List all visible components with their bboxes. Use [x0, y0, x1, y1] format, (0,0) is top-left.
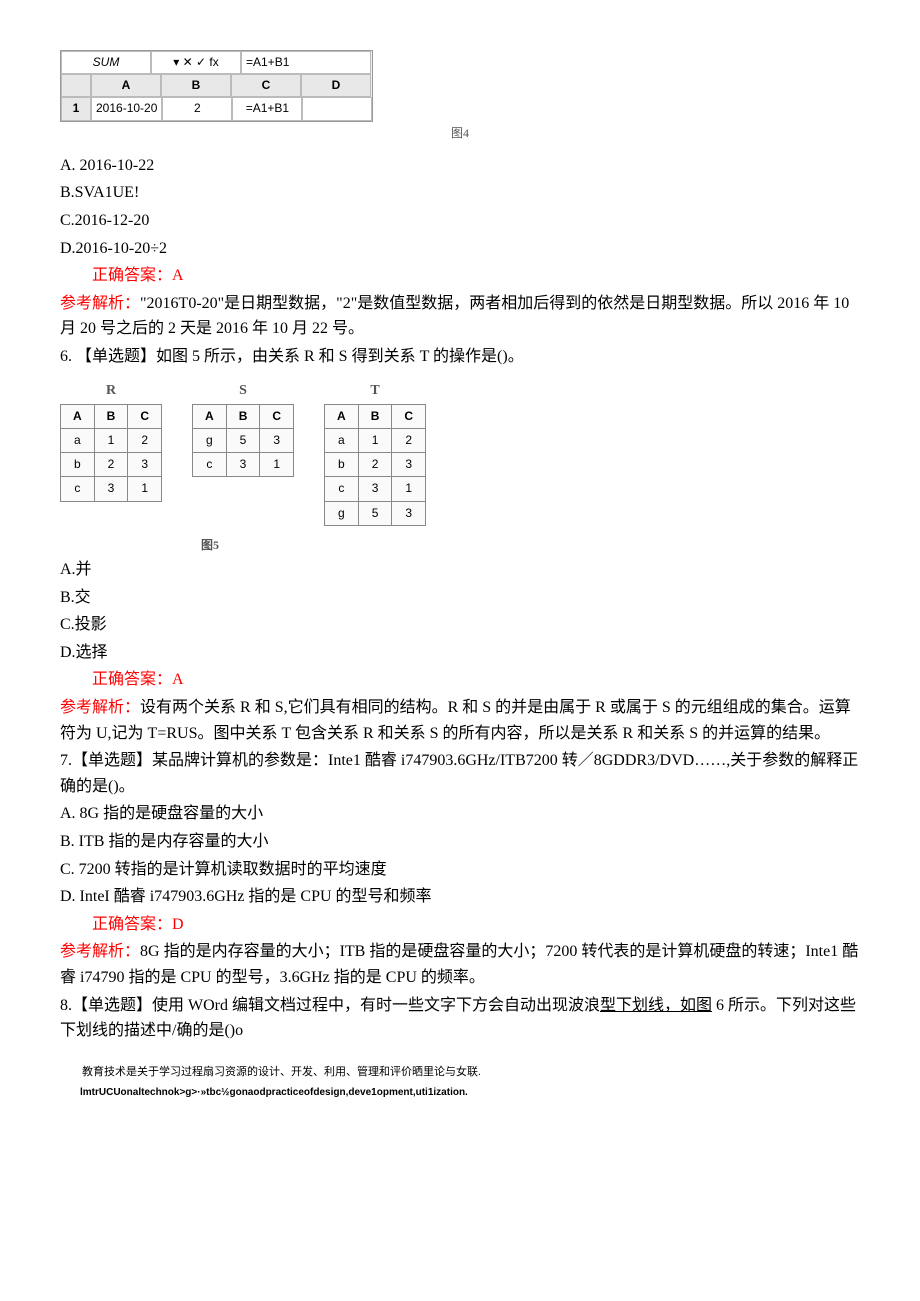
q6-answer: 正确答案：A — [60, 667, 860, 693]
q7-optB: B. ITB 指的是内存容量的大小 — [60, 829, 860, 855]
corner-cell — [61, 74, 91, 97]
q6-analysis-text: 设有两个关系 R 和 S,它们具有相同的结构。R 和 S 的并是由属于 R 或属… — [60, 699, 851, 742]
q5-analysis-text: "2016T0-20"是日期型数据，"2"是数值型数据，两者相加后得到的依然是日… — [60, 295, 849, 338]
col-B: B — [161, 74, 231, 97]
q6-optB: B.交 — [60, 585, 860, 611]
q6-analysis: 参考解析：设有两个关系 R 和 S,它们具有相同的结构。R 和 S 的并是由属于… — [60, 695, 860, 746]
q7-optA: A. 8G 指的是硬盘容量的大小 — [60, 801, 860, 827]
q5-optD: D.2016-10-20÷2 — [60, 236, 860, 262]
col-D: D — [301, 74, 371, 97]
table-T-title: T — [324, 380, 426, 402]
q5-optC: C.2016-12-20 — [60, 208, 860, 234]
row-label-1: 1 — [61, 97, 91, 120]
formula-value: =A1+B1 — [241, 51, 371, 74]
q5-optA: A. 2016-10-22 — [60, 153, 860, 179]
data-row-1: 1 2016-10-20 2 =A1+B1 — [61, 97, 372, 120]
q8-stem-underlined: 型下划线，如图 — [600, 997, 712, 1014]
q6-stem: 6. 【单选题】如图 5 所示，由关系 R 和 S 得到关系 T 的操作是()。 — [60, 344, 860, 370]
col-headers: A B C D — [61, 74, 372, 97]
table-R: ABC a12 b23 c31 — [60, 404, 162, 502]
footer-en: lmtrUCUonaltechnok>g>·»tbc½gonaodpractic… — [60, 1085, 860, 1101]
formula-icons: ▾ ✕ ✓ fx — [151, 51, 241, 74]
table-T: ABC a12 b23 c31 g53 — [324, 404, 426, 526]
table-T-wrap: T ABC a12 b23 c31 g53 — [324, 380, 426, 526]
q8-stem: 8.【单选题】使用 WOrd 编辑文档过程中，有时一些文字下方会自动出现波浪型下… — [60, 993, 860, 1044]
cell-D1 — [302, 97, 372, 120]
cell-C1: =A1+B1 — [232, 97, 302, 120]
q7-stem: 7.【单选题】某品牌计算机的参数是：Inte1 酷睿 i747903.6GHz/… — [60, 748, 860, 799]
fig4-label: 图4 — [60, 124, 860, 143]
q5-analysis-label: 参考解析： — [60, 295, 140, 312]
q8-stem-pre: 8.【单选题】使用 WOrd 编辑文档过程中，有时一些文字下方会自动出现波浪 — [60, 997, 600, 1014]
footer-cn: 教育技术是关于学习过程扇习资源的设计、开发、利用、管理和评价晒里论与女联. — [60, 1064, 860, 1082]
q6-optC: C.投影 — [60, 612, 860, 638]
q6-analysis-label: 参考解析： — [60, 699, 140, 716]
cell-B1: 2 — [162, 97, 232, 120]
excel-box: SUM ▾ ✕ ✓ fx =A1+B1 A B C D 1 2016-10-20… — [60, 50, 373, 122]
name-box: SUM — [61, 51, 151, 74]
q7-answer: 正确答案：D — [60, 912, 860, 938]
col-C: C — [231, 74, 301, 97]
q6-optA: A.并 — [60, 557, 860, 583]
table-S-wrap: S ABC g53 c31 — [192, 380, 294, 478]
relation-tables: R ABC a12 b23 c31 S ABC g53 c31 T ABC a1… — [60, 380, 860, 526]
table-S: ABC g53 c31 — [192, 404, 294, 478]
q5-analysis: 参考解析："2016T0-20"是日期型数据，"2"是数值型数据，两者相加后得到… — [60, 291, 860, 342]
q7-analysis: 参考解析：8G 指的是内存容量的大小；ITB 指的是硬盘容量的大小；7200 转… — [60, 939, 860, 990]
q7-optC: C. 7200 转指的是计算机读取数据时的平均速度 — [60, 857, 860, 883]
fig5-label: 图5 — [60, 536, 360, 555]
table-S-title: S — [192, 380, 294, 402]
q6-optD: D.选择 — [60, 640, 860, 666]
cell-A1: 2016-10-20 — [91, 97, 162, 120]
q5-answer: 正确答案：A — [60, 263, 860, 289]
formula-bar: SUM ▾ ✕ ✓ fx =A1+B1 — [61, 51, 372, 74]
table-R-wrap: R ABC a12 b23 c31 — [60, 380, 162, 502]
q7-analysis-label: 参考解析： — [60, 943, 140, 960]
table-R-title: R — [60, 380, 162, 402]
q5-optB: B.SVA1UE! — [60, 180, 860, 206]
q7-optD: D. InteI 酷睿 i747903.6GHz 指的是 CPU 的型号和频率 — [60, 884, 860, 910]
excel-figure: SUM ▾ ✕ ✓ fx =A1+B1 A B C D 1 2016-10-20… — [60, 50, 860, 143]
col-A: A — [91, 74, 161, 97]
q7-analysis-text: 8G 指的是内存容量的大小；ITB 指的是硬盘容量的大小；7200 转代表的是计… — [60, 943, 858, 986]
